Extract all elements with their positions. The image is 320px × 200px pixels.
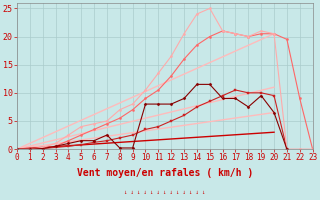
Text: ↓ ↓ ↓ ↓ ↓ ↓ ↓ ↓ ↓ ↓ ↓ ↓ ↓: ↓ ↓ ↓ ↓ ↓ ↓ ↓ ↓ ↓ ↓ ↓ ↓ ↓ <box>124 190 205 195</box>
X-axis label: Vent moyen/en rafales ( km/h ): Vent moyen/en rafales ( km/h ) <box>77 168 253 178</box>
